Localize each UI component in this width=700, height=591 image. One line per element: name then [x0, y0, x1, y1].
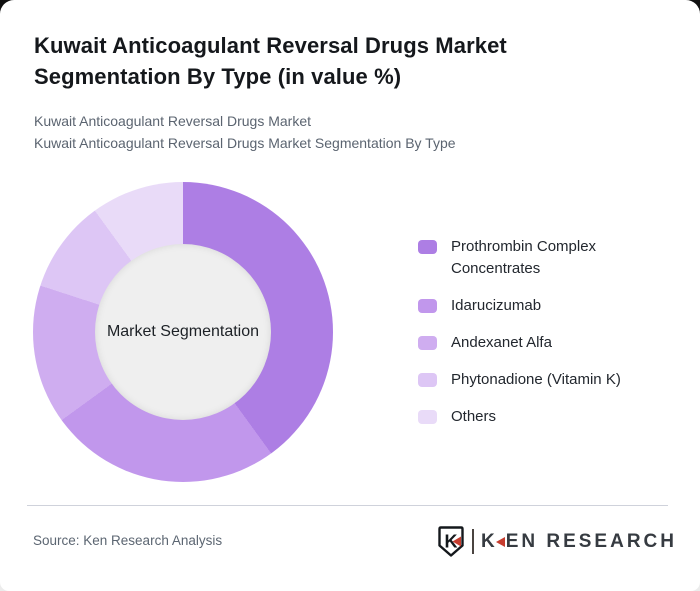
- source-text: Source: Ken Research Analysis: [33, 533, 223, 548]
- legend-swatch: [418, 240, 437, 254]
- legend-label: Andexanet Alfa: [451, 334, 552, 351]
- legend-item: Others: [418, 406, 670, 428]
- legend-label: Prothrombin Complex Concentrates: [451, 238, 597, 277]
- subtitle-line-2: Kuwait Anticoagulant Reversal Drugs Mark…: [34, 135, 456, 151]
- legend-label: Idarucizumab: [451, 297, 542, 314]
- shield-red-triangle: [452, 536, 461, 547]
- brand-wordmark: K EN RESEARCH: [481, 531, 677, 553]
- donut-center-label: Market Segmentation: [106, 323, 260, 340]
- logo-separator-bar: [471, 529, 474, 554]
- legend-item: Andexanet Alfa: [418, 332, 670, 354]
- legend-item: Phytonadione (Vitamin K): [418, 369, 670, 391]
- subtitle-line-1: Kuwait Anticoagulant Reversal Drugs Mark…: [34, 113, 312, 129]
- brand-red-triangle-icon: [495, 537, 505, 547]
- ken-research-shield-icon: K: [438, 526, 464, 557]
- legend-label: Phytonadione (Vitamin K): [451, 371, 621, 388]
- legend-swatch: [418, 336, 437, 350]
- legend-item: Prothrombin Complex Concentrates: [418, 236, 670, 280]
- legend-swatch: [418, 299, 437, 313]
- subtitle-block: Kuwait Anticoagulant Reversal Drugs Mark…: [34, 110, 456, 154]
- brand-k: K: [480, 530, 498, 552]
- legend-swatch: [418, 373, 437, 387]
- brand-rest: EN RESEARCH: [505, 530, 677, 552]
- brand-logo: K K EN RESEARCH: [438, 526, 677, 557]
- legend-swatch: [418, 410, 437, 424]
- legend-item: Idarucizumab: [418, 295, 670, 317]
- shield-letter: K: [444, 532, 457, 552]
- legend: Prothrombin Complex Concentrates Idaruciz…: [418, 236, 670, 443]
- page-title: Kuwait Anticoagulant Reversal Drugs Mark…: [34, 33, 507, 89]
- footer-divider: [27, 505, 668, 506]
- donut-chart: Market Segmentation: [33, 182, 333, 482]
- legend-label: Others: [451, 408, 497, 425]
- donut-center: Market Segmentation: [95, 244, 271, 420]
